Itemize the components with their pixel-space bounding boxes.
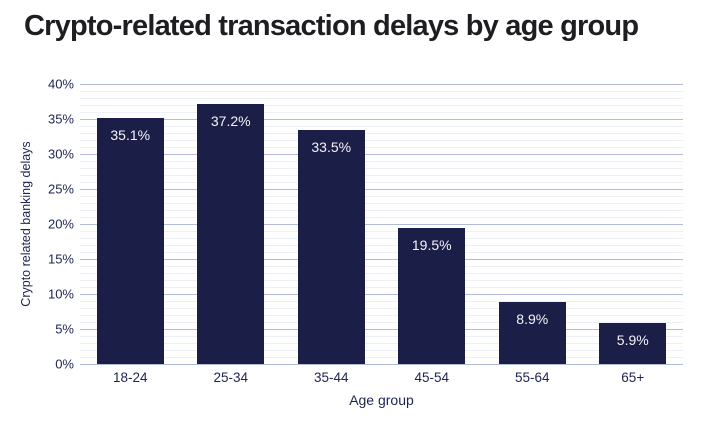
gridline-minor (80, 126, 683, 127)
gridline-minor (80, 350, 683, 351)
bar: 37.2% (197, 103, 265, 364)
gridline-minor (80, 266, 683, 267)
y-tick-label: 5% (55, 321, 74, 337)
gridline-minor (80, 315, 683, 316)
x-axis-title: Age group (349, 392, 414, 408)
bar-value-label: 33.5% (311, 138, 352, 155)
bar: 33.5% (297, 129, 365, 364)
x-tick-label: 35-44 (313, 370, 349, 385)
gridline-minor (80, 322, 683, 323)
gridline-minor (80, 91, 683, 92)
y-tick-label: 20% (47, 216, 74, 232)
gridline-minor (80, 238, 683, 239)
gridline-minor (80, 273, 683, 274)
gridline-minor (80, 196, 683, 197)
y-tick-label: 40% (47, 76, 74, 92)
x-tick-label: 45-54 (414, 370, 450, 385)
gridline-minor (80, 140, 683, 141)
bar-value-label: 5.9% (616, 331, 649, 348)
x-tick-label: 55-64 (514, 370, 550, 385)
gridline-minor (80, 168, 683, 169)
gridline-major (80, 224, 683, 225)
gridline-major (80, 259, 683, 260)
gridline-major (80, 294, 683, 295)
gridline-minor (80, 308, 683, 309)
gridline-minor (80, 357, 683, 358)
gridline-minor (80, 217, 683, 218)
gridline-major (80, 84, 683, 85)
gridline-minor (80, 252, 683, 253)
gridline-minor (80, 133, 683, 134)
bar: 8.9% (498, 301, 566, 364)
gridline-major (80, 329, 683, 330)
gridline-minor (80, 210, 683, 211)
bar-value-label: 35.1% (110, 127, 151, 144)
gridline-major (80, 119, 683, 120)
gridline-minor (80, 231, 683, 232)
gridline-minor (80, 280, 683, 281)
gridline-minor (80, 245, 683, 246)
x-tick-label: 65+ (621, 370, 645, 385)
gridline-major (80, 154, 683, 155)
gridline-minor (80, 343, 683, 344)
bar: 35.1% (96, 118, 164, 364)
gridline-minor (80, 336, 683, 337)
x-tick-label: 18-24 (112, 370, 148, 385)
gridline-minor (80, 182, 683, 183)
gridline-minor (80, 203, 683, 204)
gridline-minor (80, 147, 683, 148)
y-tick-label: 30% (47, 146, 74, 162)
y-tick-label: 25% (47, 181, 74, 197)
bar-value-label: 8.9% (516, 310, 549, 327)
x-tick-label: 25-34 (213, 370, 249, 385)
y-axis-title: Crypto related banking delays (19, 141, 33, 307)
gridline-major (80, 364, 683, 365)
gridline-minor (80, 161, 683, 162)
y-tick-label: 35% (47, 111, 74, 127)
bar-value-label: 37.2% (210, 112, 251, 129)
gridline-minor (80, 105, 683, 106)
gridline-minor (80, 98, 683, 99)
bar: 5.9% (599, 322, 667, 364)
bar-value-label: 19.5% (411, 236, 452, 253)
gridline-minor (80, 112, 683, 113)
bar: 19.5% (398, 227, 466, 364)
gridline-minor (80, 301, 683, 302)
chart-title: Crypto-related transaction delays by age… (24, 10, 639, 42)
y-tick-label: 15% (47, 251, 74, 267)
gridline-minor (80, 175, 683, 176)
gridline-minor (80, 287, 683, 288)
plot-area: 35.1% 37.2% 33.5% 19.5% 8.9% 5.9% (80, 84, 683, 365)
y-tick-label: 10% (47, 286, 74, 302)
y-tick-label: 0% (55, 356, 74, 372)
gridline-major (80, 189, 683, 190)
